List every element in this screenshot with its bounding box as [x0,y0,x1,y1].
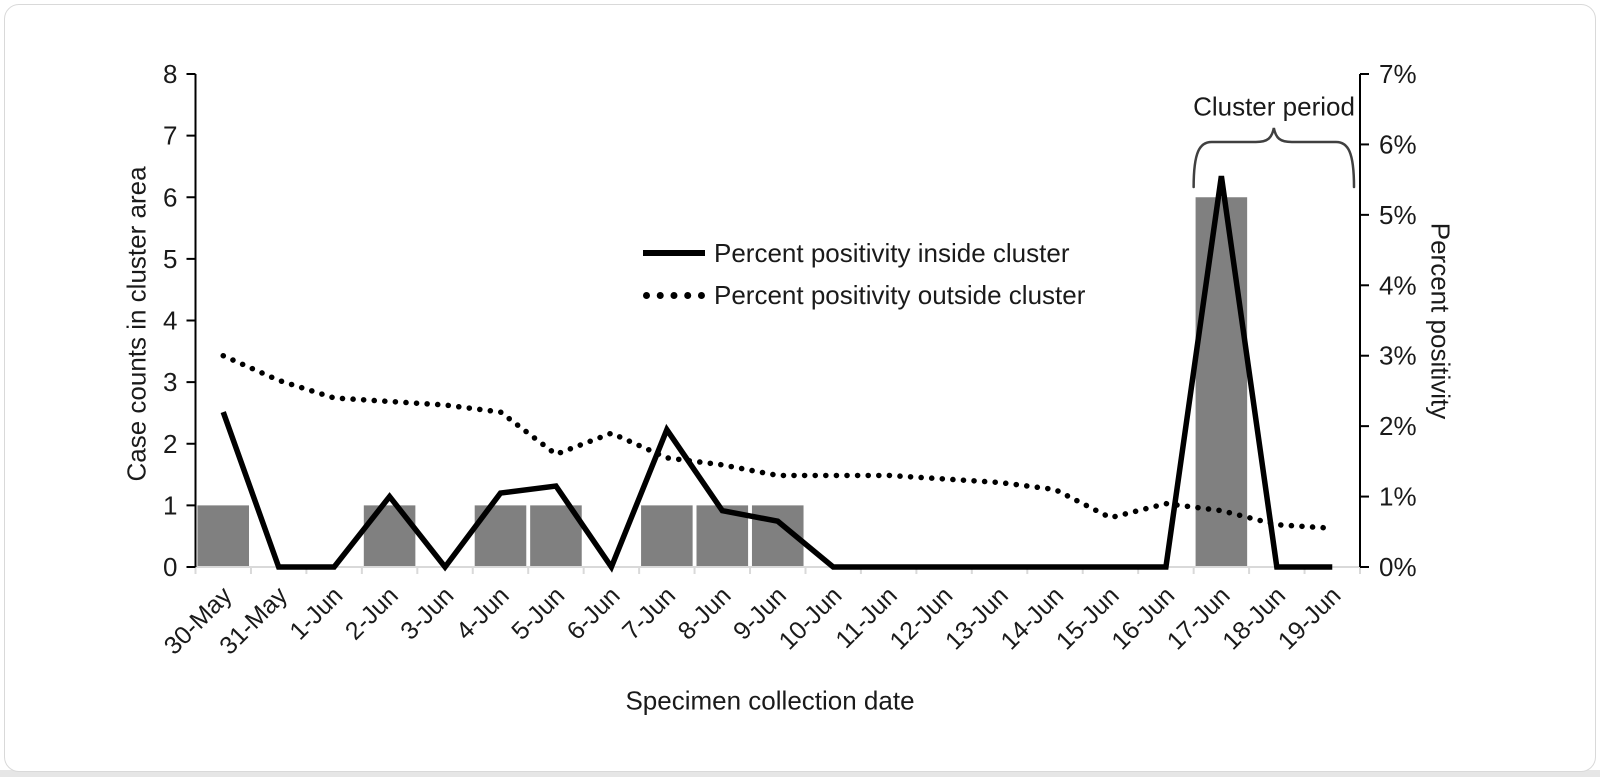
window-bottom-edge [0,770,1600,777]
dotted-line-series [220,352,1336,532]
left-axis-tick-label: 4 [163,306,177,336]
bar [363,505,416,567]
left-axis-tick-label: 7 [163,121,177,151]
right-axis-tick-label: 5% [1379,200,1417,230]
dotted-line-swatch-icon [643,291,705,299]
x-tick-label: 4-Jun [451,581,515,645]
right-axis-tick-label: 7% [1379,59,1417,89]
x-tick-label: 8-Jun [673,581,737,645]
solid-line-swatch-icon [643,250,705,256]
legend-label: Percent positivity outside cluster [714,279,1086,310]
left-axis-tick-label: 2 [163,429,177,459]
x-tick-label: 6-Jun [562,581,626,645]
left-axis-tick-label: 5 [163,244,177,274]
bar [197,505,250,567]
solid-line-series [220,175,1333,573]
right-axis-tick-label: 2% [1379,411,1417,441]
legend: Percent positivity inside cluster Percen… [643,233,1085,315]
x-tick-label: 10-Jun [774,581,848,655]
x-tick-label: 7-Jun [617,581,681,645]
bar [1195,197,1248,567]
left-axis-tick-label: 3 [163,367,177,397]
x-tick-label: 5-Jun [506,581,570,645]
x-tick-label: 3-Jun [395,581,459,645]
left-axis-title: Case counts in cluster area [121,166,152,482]
x-axis-title: Specimen collection date [625,685,915,716]
legend-label: Percent positivity inside cluster [714,237,1070,268]
left-axis-tick-label: 6 [163,182,177,212]
right-axis-tick-label: 3% [1379,341,1417,371]
cluster-period-brace-icon [1192,127,1356,189]
bar [641,505,693,567]
x-tick-label: 1-Jun [284,581,348,645]
legend-item-outside-cluster: Percent positivity outside cluster [643,275,1085,315]
cluster-period-label: Cluster period [1193,91,1355,122]
left-axis-tick-label: 8 [163,59,177,89]
left-axis-tick-label: 1 [163,490,177,520]
right-axis-tick-label: 0% [1379,552,1417,582]
x-tick-label: 19-Jun [1273,581,1347,655]
left-axis-tick-label: 0 [163,552,177,582]
right-axis-tick-label: 4% [1379,270,1417,300]
right-axis-tick-label: 6% [1379,129,1417,159]
x-tick-label: 2-Jun [340,581,404,645]
right-axis-tick-label: 1% [1379,482,1417,512]
figure-panel [4,4,1596,772]
right-axis-title: Percent positivity [1425,222,1456,420]
legend-item-inside-cluster: Percent positivity inside cluster [643,233,1085,273]
